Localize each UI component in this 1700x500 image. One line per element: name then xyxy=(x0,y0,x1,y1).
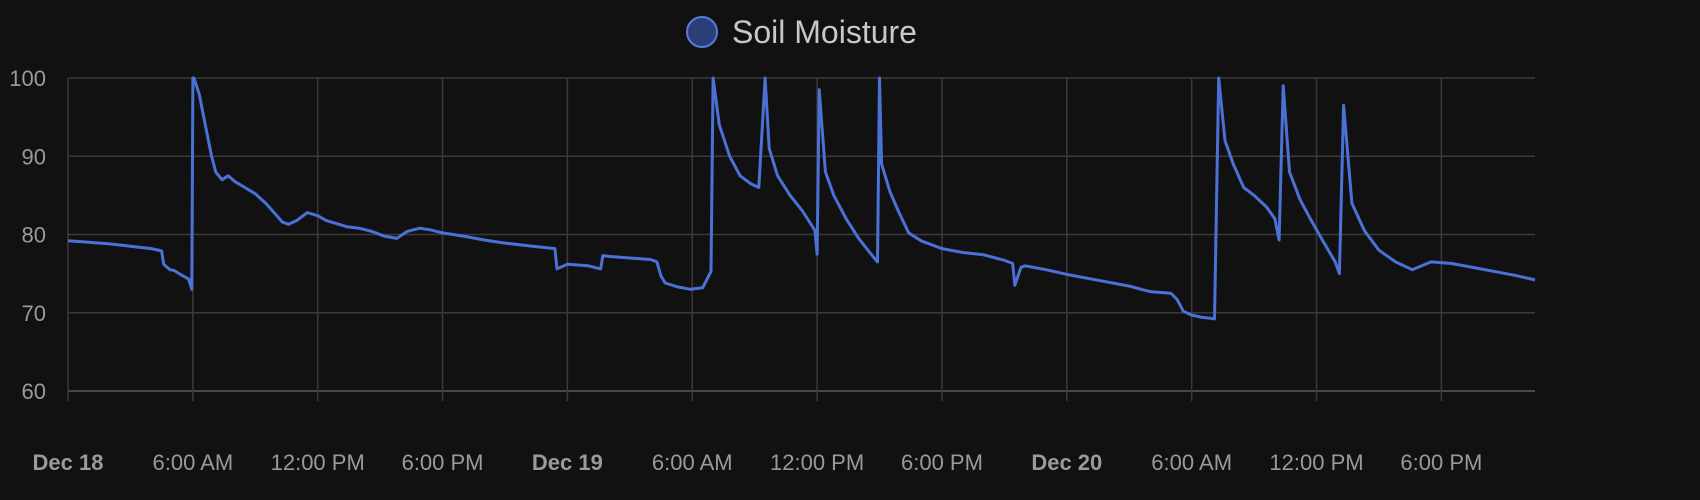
legend-label: Soil Moisture xyxy=(732,14,917,50)
x-tick-label: 6:00 PM xyxy=(901,450,983,475)
x-axis-ticks: Dec 18 6:00 AM 12:00 PM 6:00 PM Dec 19 6:00 A… xyxy=(33,450,1483,475)
x-tick-label: 6:00 AM xyxy=(652,450,733,475)
y-axis-ticks: 60 70 80 90 100 xyxy=(9,66,46,404)
y-tick-label: 60 xyxy=(22,379,46,404)
x-tick-label: Dec 19 xyxy=(532,450,603,475)
series-layer xyxy=(67,76,1536,321)
y-tick-label: 70 xyxy=(22,301,46,326)
x-tick-label: 12:00 PM xyxy=(1269,450,1363,475)
x-tick-label: 12:00 PM xyxy=(271,450,365,475)
y-tick-label: 100 xyxy=(9,66,46,91)
x-tick-label: 6:00 PM xyxy=(402,450,484,475)
legend-marker-icon xyxy=(686,16,718,48)
y-tick-label: 90 xyxy=(22,144,46,169)
series-line-soil-moisture[interactable] xyxy=(67,76,1536,321)
x-tick-label: 12:00 PM xyxy=(770,450,864,475)
y-tick-label: 80 xyxy=(22,223,46,248)
legend[interactable]: Soil Moisture xyxy=(686,14,917,50)
x-tick-label: Dec 18 xyxy=(33,450,104,475)
x-tick-label: Dec 20 xyxy=(1031,450,1102,475)
x-tick-label: 6:00 AM xyxy=(1151,450,1232,475)
x-tick-label: 6:00 PM xyxy=(1400,450,1482,475)
x-tick-label: 6:00 AM xyxy=(152,450,233,475)
